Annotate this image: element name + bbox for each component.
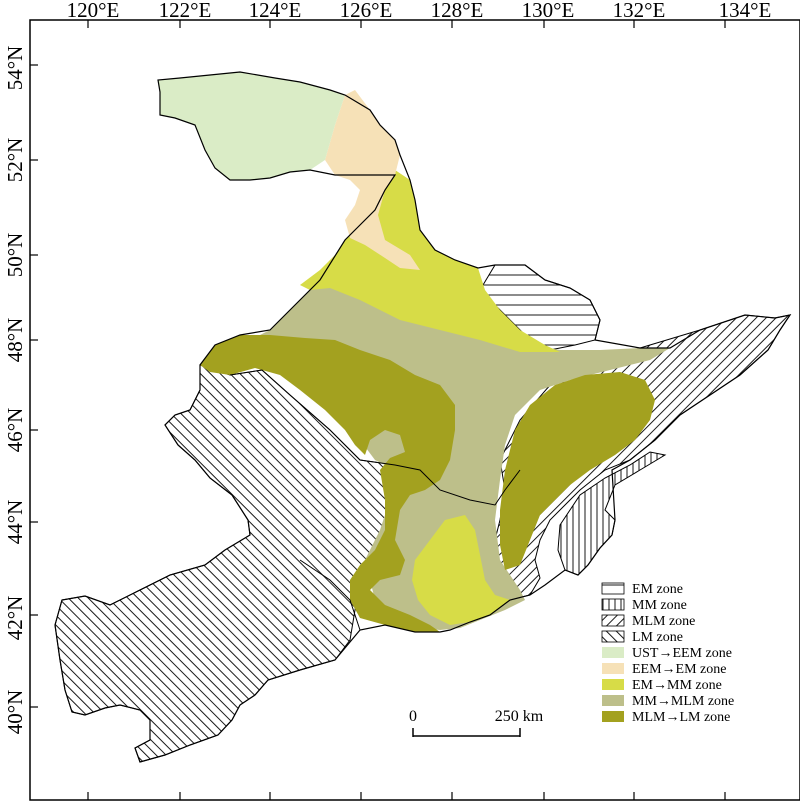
legend-item-mlm: MLM zone [601, 614, 695, 629]
legend-label-mm: MM zone [632, 598, 687, 613]
lon-label-124: 124°E [249, 0, 302, 22]
scale-bar: 0 250 km [409, 708, 544, 737]
region-em-mm-zone [300, 170, 560, 625]
lat-label-50: 50°N [3, 233, 27, 278]
legend-label-mm-mlm: MM→MLM zone [632, 694, 734, 709]
lat-label-48: 48°N [3, 318, 27, 363]
lat-label-52: 52°N [3, 138, 27, 183]
scale-start-label: 0 [409, 708, 417, 725]
region-mlm-lm-zone [200, 335, 655, 632]
legend-item-em: EM zone [601, 582, 683, 597]
lon-label-126: 126°E [340, 0, 393, 22]
legend-label-em: EM zone [632, 582, 683, 597]
lon-label-134: 134°E [719, 0, 772, 22]
region-outline [54, 71, 792, 763]
legend-item-mm-mlm: MM→MLM zone [602, 694, 734, 709]
lat-label-40: 40°N [3, 690, 27, 735]
legend-label-mlm-lm: MLM→LM zone [632, 710, 730, 725]
latitude-labels: 54°N 52°N 50°N 48°N 46°N 44°N 42°N 40°N [3, 46, 27, 735]
lat-label-46: 46°N [3, 408, 27, 453]
lon-label-122: 122°E [159, 0, 212, 22]
province-boundary-south [299, 559, 361, 631]
legend-label-ust-eem: UST→EEM zone [632, 646, 732, 661]
frame-ticks [30, 20, 726, 800]
region-ust-eem-zone [158, 72, 345, 180]
legend-item-eem-em: EEM→EM zone [602, 662, 726, 677]
lon-label-120: 120°E [67, 0, 120, 22]
legend-item-mm: MM zone [601, 598, 687, 613]
province-boundary [229, 369, 521, 506]
lon-label-130: 130°E [522, 0, 575, 22]
longitude-labels: 120°E 122°E 124°E 126°E 128°E 130°E 132°… [67, 0, 772, 22]
region-eem-em-zone [325, 90, 420, 270]
legend-item-em-mm: EM→MM zone [602, 678, 722, 693]
legend-label-lm: LM zone [632, 630, 683, 645]
lat-label-44: 44°N [3, 500, 27, 545]
legend-item-lm: LM zone [601, 630, 683, 645]
legend: EM zone MM zone MLM zone LM zone UST→EEM… [601, 582, 734, 725]
lat-label-42: 42°N [3, 596, 27, 641]
legend-label-em-mm: EM→MM zone [632, 678, 722, 693]
legend-item-mlm-lm: MLM→LM zone [602, 710, 730, 725]
lat-label-54: 54°N [3, 46, 27, 91]
legend-item-ust-eem: UST→EEM zone [602, 646, 732, 661]
map-frame [29, 19, 800, 801]
legend-label-mlm: MLM zone [632, 614, 695, 629]
legend-label-eem-em: EEM→EM zone [632, 662, 726, 677]
lon-label-128: 128°E [431, 0, 484, 22]
lon-label-132: 132°E [613, 0, 666, 22]
scale-end-label: 250 km [495, 708, 544, 725]
